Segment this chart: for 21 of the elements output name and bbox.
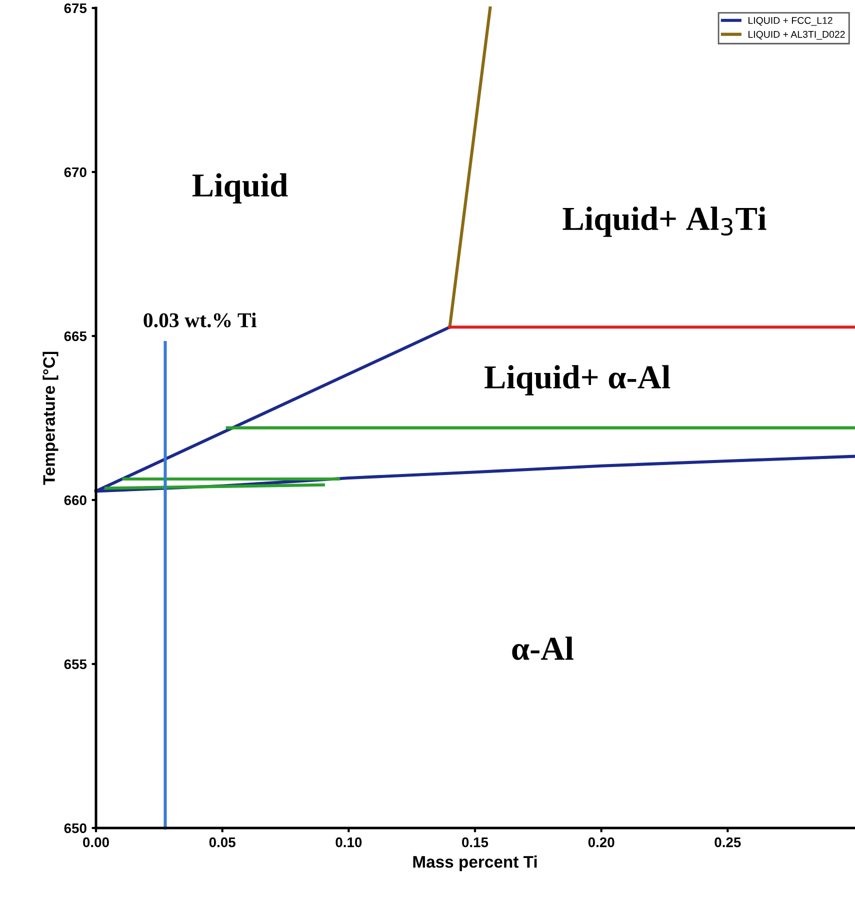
x-tick-label: 0.05 (209, 837, 236, 848)
x-tick-label: 0.10 (336, 837, 362, 848)
x-tick-label: 0.00 (83, 837, 109, 848)
y-tick-label: 650 (64, 823, 86, 834)
y-tick-label: 655 (64, 659, 87, 670)
annotation: 0.03 wt.% Ti (144, 312, 256, 328)
y-axis-title: Temperature [°C] (42, 352, 58, 485)
annotation: α-Al (512, 636, 574, 660)
y-tick-label: 675 (64, 3, 87, 14)
legend-label: LIQUID + FCC_L12 (748, 17, 832, 26)
y-tick-label: 665 (64, 331, 87, 342)
x-axis-title: Mass percent Ti (413, 856, 537, 872)
y-tick-label: 660 (64, 495, 86, 506)
annotation: Liquid+ α-Al (484, 365, 670, 396)
x-tick-label: 0.20 (588, 837, 614, 848)
annotation: Liquid (192, 173, 288, 204)
annotation: Liquid+ Al$_{3}$Ti (562, 206, 766, 237)
x-tick-label: 0.25 (714, 837, 741, 848)
y-tick-label: 670 (64, 167, 86, 178)
x-tick-label: 0.15 (462, 837, 488, 848)
legend-label: LIQUID + AL3TI_D022 (748, 30, 845, 40)
